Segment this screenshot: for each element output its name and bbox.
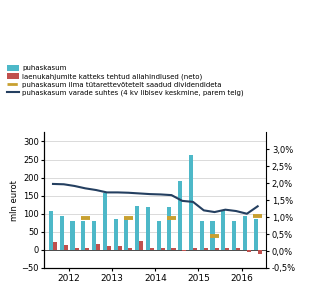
Bar <box>171 248 176 250</box>
Bar <box>85 248 89 250</box>
Bar <box>232 221 236 250</box>
Bar <box>124 219 128 250</box>
Bar <box>150 248 154 250</box>
Bar <box>64 245 68 250</box>
Legend: puhaskasum, laenukahjumite katteks tehtud allahindlused (neto), puhaskasum ilma : puhaskasum, laenukahjumite katteks tehtu… <box>7 65 243 96</box>
Bar <box>254 219 258 250</box>
Bar <box>146 207 150 250</box>
Bar <box>182 250 186 251</box>
Bar <box>96 245 100 250</box>
Bar <box>225 248 230 250</box>
Bar <box>53 242 57 250</box>
Bar <box>258 250 262 253</box>
Bar <box>167 207 171 250</box>
Bar <box>236 248 240 250</box>
Bar <box>139 241 143 250</box>
Bar <box>200 221 204 250</box>
Bar <box>107 246 111 250</box>
Bar <box>49 211 53 250</box>
Bar <box>247 250 251 252</box>
Bar <box>189 155 193 250</box>
Bar <box>178 181 182 250</box>
Bar <box>221 210 225 250</box>
Bar <box>210 221 215 250</box>
Bar <box>128 248 133 250</box>
Bar <box>60 216 64 250</box>
Bar <box>103 193 107 250</box>
Text: Joonis 3. Pankade puhaskasum ja laenukahjumite
katteks tehtud allahindlused (net: Joonis 3. Pankade puhaskasum ja laenukah… <box>10 17 289 40</box>
Bar <box>74 248 79 250</box>
Y-axis label: mln eurot: mln eurot <box>10 180 19 221</box>
Bar <box>204 248 208 250</box>
Bar <box>81 221 85 250</box>
Bar <box>113 219 118 250</box>
Bar <box>243 216 247 250</box>
Bar <box>193 248 197 250</box>
Bar <box>70 221 74 250</box>
Bar <box>161 248 165 250</box>
Bar <box>135 206 139 250</box>
Bar <box>157 221 161 250</box>
Bar <box>118 246 122 250</box>
Bar <box>215 248 219 250</box>
Bar <box>92 221 96 250</box>
